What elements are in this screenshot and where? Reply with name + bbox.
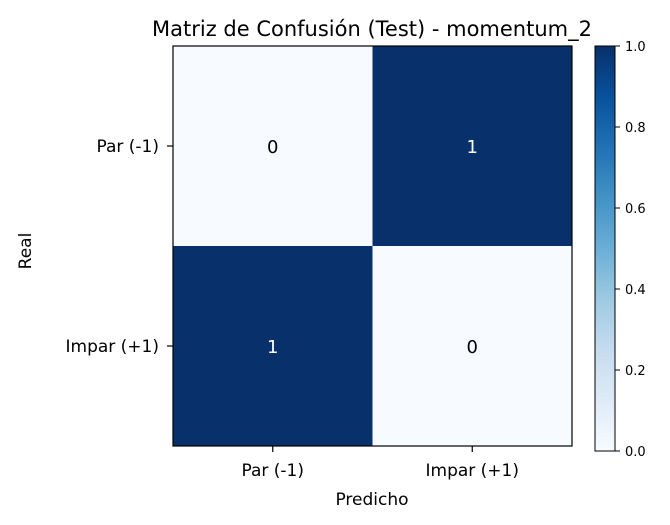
x-tick-label: Impar (+1) <box>426 461 520 481</box>
heatmap-cells <box>173 46 572 446</box>
y-tick-label: Par (-1) <box>96 137 159 157</box>
cell-value-label-0-0: 0 <box>267 137 278 158</box>
colorbar-tick-label: 0.0 <box>625 445 646 460</box>
colorbar-tick-label: 0.6 <box>625 202 646 217</box>
cell-value-label-1-1: 0 <box>467 337 478 358</box>
cell-value-label-0-1: 1 <box>467 137 478 158</box>
colorbar-tick-label: 1.0 <box>625 40 646 55</box>
y-tick-label: Impar (+1) <box>66 337 160 357</box>
y-axis-label: Real <box>16 233 36 270</box>
colorbar-tick-label: 0.4 <box>625 283 646 298</box>
heatmap-cell-0-1 <box>372 46 572 246</box>
cell-value-label-1-0: 1 <box>267 337 278 358</box>
chart-title: Matriz de Confusión (Test) - momentum_2 <box>152 17 592 42</box>
x-tick-label: Par (-1) <box>241 461 304 481</box>
heatmap-cell-1-0 <box>173 246 373 446</box>
plot-frame <box>172 45 573 447</box>
colorbar <box>594 45 616 452</box>
x-axis-ticks: Par (-1) Impar (+1) <box>241 446 519 481</box>
heatmap-cell-1-1 <box>372 246 572 446</box>
colorbar-tick-label: 0.8 <box>625 121 646 136</box>
colorbar-tick-label: 0.2 <box>625 364 646 379</box>
x-axis-label: Predicho <box>335 490 408 510</box>
colorbar-ticks: 0.0 0.2 0.4 0.6 0.8 1.0 <box>615 40 646 460</box>
heatmap-cell-labels: 0 1 1 0 <box>267 137 478 358</box>
y-axis-ticks: Par (-1) Impar (+1) <box>66 137 173 357</box>
heatmap-cell-0-0 <box>173 46 373 246</box>
